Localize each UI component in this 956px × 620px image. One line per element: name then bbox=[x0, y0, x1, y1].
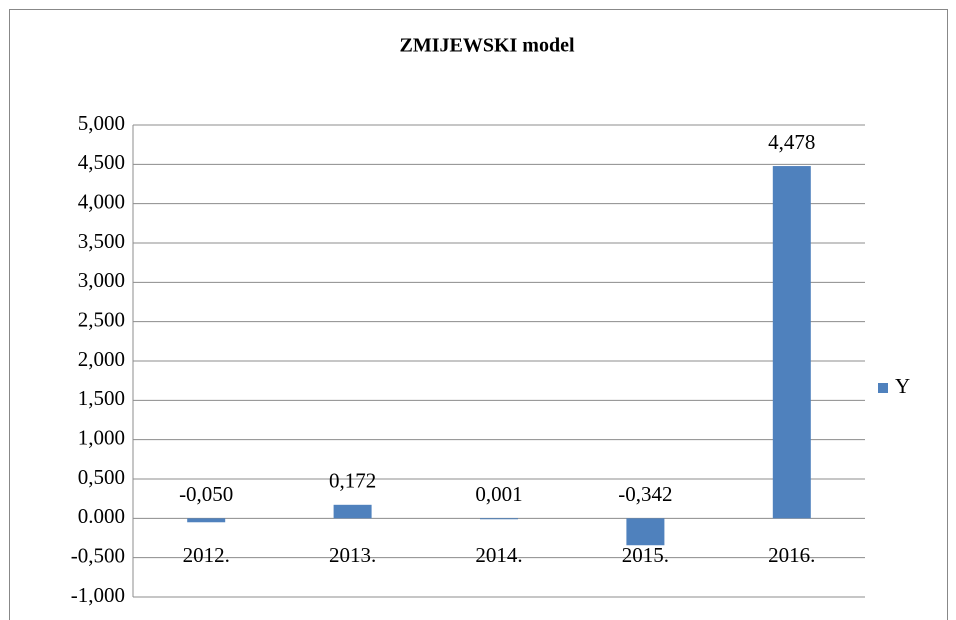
y-tick-label: 2,000 bbox=[78, 347, 125, 371]
y-tick-label: -1,000 bbox=[71, 583, 125, 607]
x-tick-label: 2013. bbox=[329, 543, 376, 567]
bar bbox=[333, 504, 372, 519]
chart-frame bbox=[9, 9, 948, 620]
y-tick-label: 2,500 bbox=[78, 307, 125, 331]
legend-marker bbox=[878, 383, 888, 393]
y-tick-label: -0,500 bbox=[71, 543, 125, 567]
x-tick-label: 2016. bbox=[768, 543, 815, 567]
data-label: 0,001 bbox=[475, 482, 522, 506]
bar bbox=[772, 166, 811, 519]
bar bbox=[626, 518, 665, 546]
legend-label: Y bbox=[895, 374, 910, 398]
data-label: 4,478 bbox=[768, 130, 815, 154]
data-label: -0,050 bbox=[179, 482, 233, 506]
bar bbox=[480, 518, 518, 520]
bar bbox=[187, 518, 226, 523]
chart-title: ZMIJEWSKI model bbox=[399, 35, 574, 57]
y-tick-label: 3,500 bbox=[78, 229, 125, 253]
data-label: 0,172 bbox=[329, 469, 376, 493]
x-tick-label: 2012. bbox=[183, 543, 230, 567]
y-tick-label: 0,500 bbox=[78, 465, 125, 489]
y-tick-label: 0.000 bbox=[78, 504, 125, 528]
y-tick-label: 4,000 bbox=[78, 189, 125, 213]
y-tick-label: 1,000 bbox=[78, 425, 125, 449]
y-tick-label: 3,000 bbox=[78, 268, 125, 292]
data-label: -0,342 bbox=[618, 482, 672, 506]
y-tick-label: 5,000 bbox=[78, 111, 125, 135]
y-tick-label: 4,500 bbox=[78, 150, 125, 174]
x-tick-label: 2015. bbox=[622, 543, 669, 567]
x-tick-label: 2014. bbox=[475, 543, 522, 567]
y-tick-label: 1,500 bbox=[78, 386, 125, 410]
